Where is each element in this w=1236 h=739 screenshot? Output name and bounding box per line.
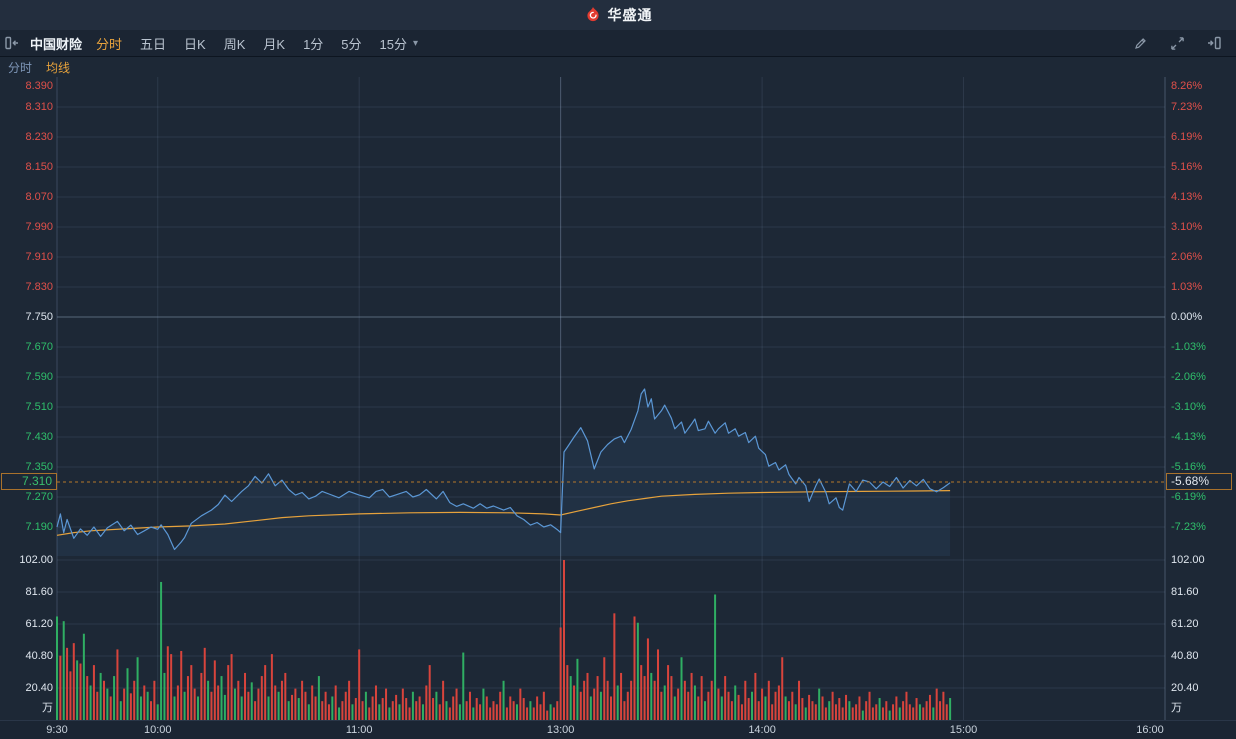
pct-axis-label: -1.03% [1171,340,1206,353]
volume-axis-label: 81.60 [25,586,53,598]
pct-axis-label: -5.16% [1171,460,1206,473]
volume-axis-label: 20.40 [1171,682,1199,694]
stock-name[interactable]: 中国财险 [30,36,83,52]
expand-right-panel-icon[interactable] [1202,31,1226,55]
last-price-badge: 7.310 [1,473,57,490]
period-tab-2[interactable]: 日K [184,36,206,52]
price-axis-label: 7.910 [25,251,53,263]
pct-axis-label: 7.23% [1171,100,1203,113]
period-tab-0[interactable]: 分时 [96,36,123,52]
volume-unit-label: 万 [42,702,53,714]
draw-pencil-icon[interactable] [1128,31,1152,55]
fullscreen-icon[interactable] [1165,31,1189,55]
price-axis-label: 7.350 [25,461,53,473]
legend-fenshi-tab[interactable]: 分时 [8,61,33,75]
price-axis-label: 8.390 [25,80,53,92]
volume-axis-label: 81.60 [1171,586,1199,598]
pct-axis-label: -3.10% [1171,401,1206,414]
volume-axis-label: 102.00 [19,554,53,566]
price-axis-label: 7.990 [25,221,53,233]
price-axis-label: 7.190 [25,521,53,533]
last-change-pct-badge: -5.68% [1166,473,1232,490]
pct-axis-label: 6.19% [1171,131,1203,144]
pct-axis-label: -4.13% [1171,431,1206,444]
top-bar: 华盛通 [0,0,1236,30]
price-axis-label: 7.430 [25,431,53,443]
volume-axis-label: 40.80 [25,650,53,662]
volume-unit-label: 万 [1171,702,1182,714]
volume-axis-label: 40.80 [1171,650,1199,662]
period-tab-5[interactable]: 1分 [303,36,324,52]
price-axis-label: 8.230 [25,131,53,143]
price-axis-label: 7.270 [25,491,53,503]
period-tabs: 分时 五日 日K 周K 月K 1分 5分 15分 [96,34,407,53]
volume-axis-label: 61.20 [1171,618,1199,630]
period-tab-3[interactable]: 周K [223,36,246,52]
legend-junxian-tab[interactable]: 均线 [46,61,71,75]
app-logo-icon [584,6,602,24]
pct-axis-label: -2.06% [1171,370,1206,383]
price-axis-label: 7.590 [25,371,53,383]
pct-axis-label: -6.19% [1171,490,1206,503]
price-axis-label: 7.510 [25,401,53,413]
pct-axis-label: -7.23% [1171,521,1206,534]
pct-axis-label: 4.13% [1171,190,1203,203]
toolbar-right-icons [1128,31,1236,55]
app-logo-text: 华盛通 [607,7,653,23]
price-axis-label: 7.830 [25,281,53,293]
pct-axis-label: 3.10% [1171,220,1203,233]
volume-axis-label: 20.40 [25,682,53,694]
period-tab-7[interactable]: 15分 [379,36,407,52]
chevron-down-icon[interactable]: ▾ [413,37,419,49]
collapse-left-panel-icon[interactable] [0,31,24,55]
period-tab-6[interactable]: 5分 [341,36,362,52]
time-axis-strip [0,720,1236,739]
price-axis-label: 8.310 [25,101,53,113]
price-axis-label: 7.750 [25,311,53,323]
pct-axis-label: 1.03% [1171,281,1203,294]
pct-axis-label: 8.26% [1171,80,1203,92]
volume-axis-label: 102.00 [1171,554,1205,566]
price-axis-label: 8.070 [25,191,53,203]
pct-axis-label: 0.00% [1171,311,1203,323]
period-tab-4[interactable]: 月K [263,36,286,52]
price-axis-label: 8.150 [25,161,53,173]
pct-axis-label: 5.16% [1171,161,1203,174]
period-tab-1[interactable]: 五日 [140,36,167,52]
price-axis-label: 7.670 [25,341,53,353]
overlay-legend: 分时 均线 [8,59,70,76]
toolbar: 中国财险 分时 五日 日K 周K 月K 1分 5分 15分 ▾ [0,30,1236,57]
volume-axis-label: 61.20 [25,618,53,630]
pct-axis-label: 2.06% [1171,251,1203,264]
